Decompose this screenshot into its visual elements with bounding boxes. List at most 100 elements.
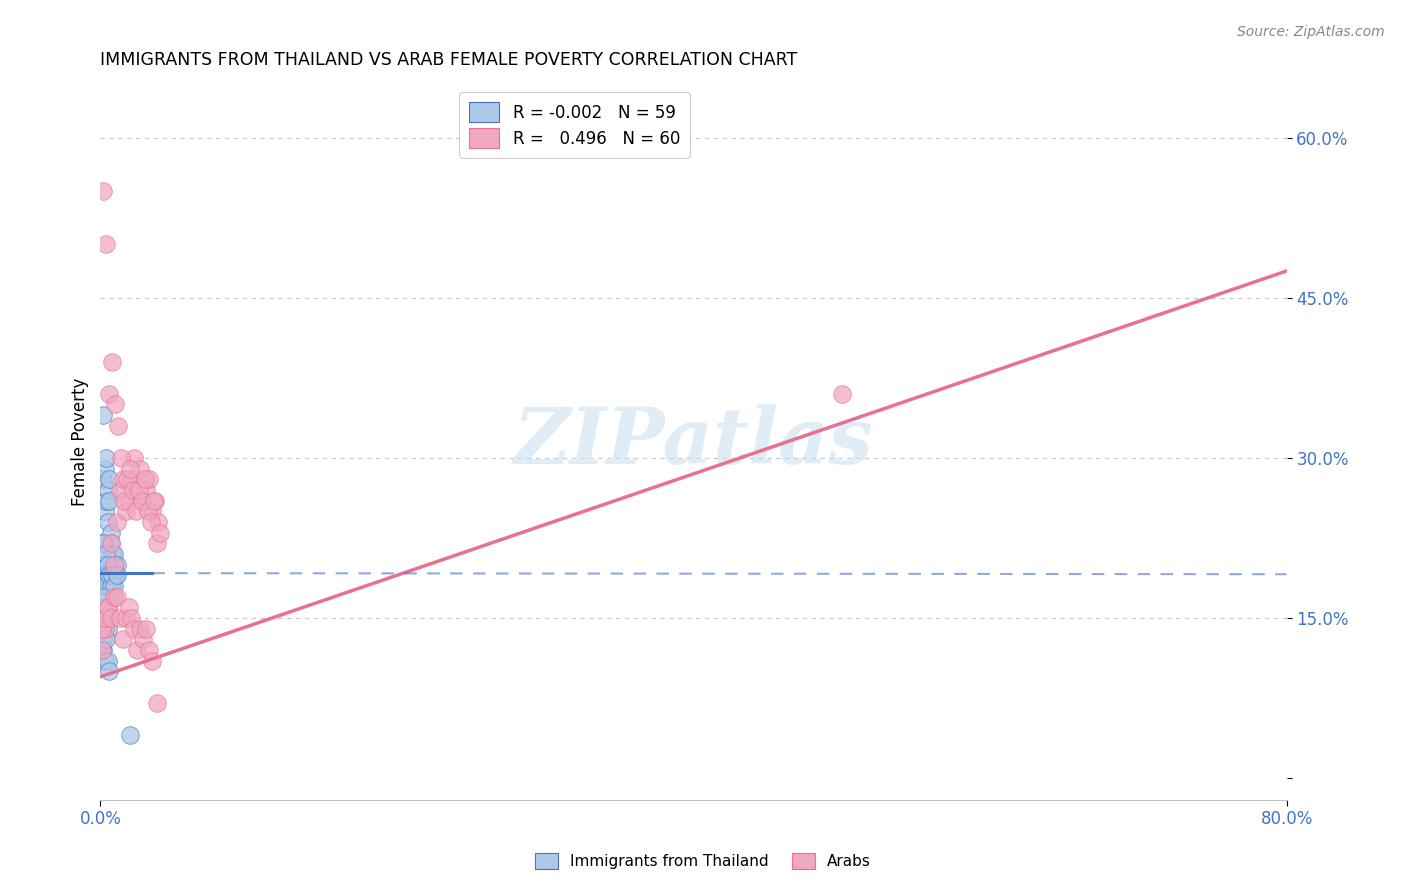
Point xyxy=(105,515,128,529)
Point xyxy=(103,547,125,561)
Point xyxy=(131,493,153,508)
Point xyxy=(127,643,149,657)
Point xyxy=(129,622,152,636)
Point xyxy=(90,600,112,615)
Point xyxy=(97,600,120,615)
Point xyxy=(90,536,112,550)
Point xyxy=(96,579,118,593)
Point xyxy=(96,450,118,465)
Point xyxy=(90,622,112,636)
Point xyxy=(96,611,118,625)
Point xyxy=(94,622,117,636)
Point xyxy=(148,515,170,529)
Point xyxy=(100,568,122,582)
Point xyxy=(145,697,167,711)
Point xyxy=(91,408,114,422)
Point xyxy=(831,386,853,401)
Point xyxy=(105,568,128,582)
Point xyxy=(98,493,121,508)
Point xyxy=(96,237,118,252)
Point xyxy=(134,472,156,486)
Point xyxy=(135,622,157,636)
Point xyxy=(104,397,127,411)
Point xyxy=(111,472,134,486)
Point xyxy=(98,579,121,593)
Point xyxy=(117,600,139,615)
Point xyxy=(128,483,150,497)
Point xyxy=(143,493,166,508)
Legend: Immigrants from Thailand, Arabs: Immigrants from Thailand, Arabs xyxy=(529,847,877,875)
Point xyxy=(97,568,120,582)
Point xyxy=(138,472,160,486)
Point xyxy=(97,483,120,497)
Point xyxy=(101,355,124,369)
Point xyxy=(122,483,145,497)
Point xyxy=(121,472,143,486)
Point xyxy=(98,665,121,679)
Point xyxy=(103,568,125,582)
Point xyxy=(124,450,146,465)
Point xyxy=(132,632,155,647)
Y-axis label: Female Poverty: Female Poverty xyxy=(72,377,89,506)
Point xyxy=(91,579,114,593)
Point xyxy=(94,654,117,668)
Point xyxy=(138,643,160,657)
Point xyxy=(94,568,117,582)
Point xyxy=(149,525,172,540)
Point xyxy=(100,611,122,625)
Point xyxy=(115,472,138,486)
Point xyxy=(135,483,157,497)
Point xyxy=(117,493,139,508)
Point xyxy=(91,632,114,647)
Point xyxy=(91,184,114,198)
Point xyxy=(100,525,122,540)
Point xyxy=(91,643,114,657)
Point xyxy=(94,461,117,475)
Point xyxy=(124,622,146,636)
Point xyxy=(129,461,152,475)
Point xyxy=(112,493,135,508)
Point xyxy=(132,493,155,508)
Point xyxy=(91,590,114,604)
Point xyxy=(91,632,114,647)
Point xyxy=(97,654,120,668)
Point xyxy=(105,558,128,572)
Point xyxy=(100,536,122,550)
Point xyxy=(90,632,112,647)
Point xyxy=(108,611,131,625)
Point xyxy=(114,504,136,518)
Point xyxy=(98,386,121,401)
Point xyxy=(141,504,163,518)
Point xyxy=(94,611,117,625)
Point xyxy=(105,590,128,604)
Point xyxy=(142,493,165,508)
Point xyxy=(97,558,120,572)
Point xyxy=(103,579,125,593)
Point xyxy=(91,472,114,486)
Point xyxy=(139,515,162,529)
Point xyxy=(104,558,127,572)
Point xyxy=(98,472,121,486)
Point xyxy=(114,611,136,625)
Point xyxy=(103,590,125,604)
Point xyxy=(90,568,112,582)
Point xyxy=(107,418,129,433)
Point xyxy=(111,632,134,647)
Point xyxy=(118,729,141,743)
Point xyxy=(94,558,117,572)
Legend: R = -0.002   N = 59, R =   0.496   N = 60: R = -0.002 N = 59, R = 0.496 N = 60 xyxy=(460,93,690,158)
Point xyxy=(96,547,118,561)
Point xyxy=(90,643,112,657)
Point xyxy=(97,622,120,636)
Point xyxy=(103,590,125,604)
Text: Source: ZipAtlas.com: Source: ZipAtlas.com xyxy=(1237,25,1385,39)
Point xyxy=(104,568,127,582)
Point xyxy=(100,579,122,593)
Point xyxy=(94,504,117,518)
Point xyxy=(101,579,124,593)
Text: IMMIGRANTS FROM THAILAND VS ARAB FEMALE POVERTY CORRELATION CHART: IMMIGRANTS FROM THAILAND VS ARAB FEMALE … xyxy=(100,51,797,69)
Point xyxy=(101,568,124,582)
Point xyxy=(110,450,132,465)
Point xyxy=(90,643,112,657)
Point xyxy=(91,536,114,550)
